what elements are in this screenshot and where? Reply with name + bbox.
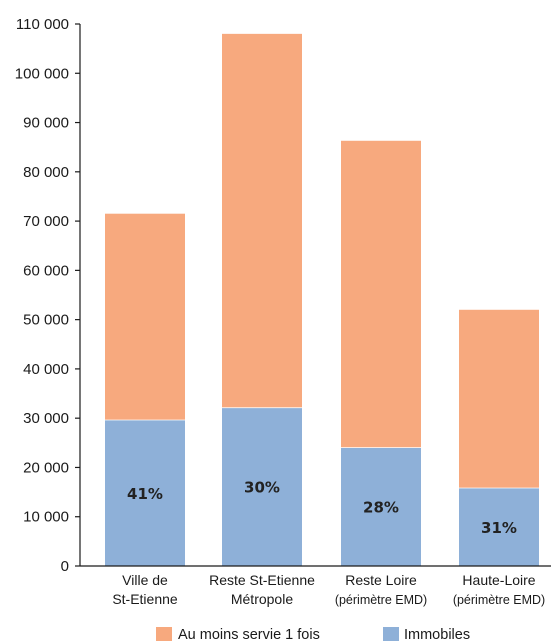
bar-servie-2	[341, 140, 421, 448]
bar-immobiles-2	[341, 447, 421, 566]
bar-servie-3	[459, 309, 539, 488]
bar-immobiles-0	[105, 419, 185, 566]
y-tick-label: 100 000	[15, 65, 69, 82]
bar-percent-label: 41%	[127, 485, 163, 503]
x-category-label: Haute-Loire	[462, 572, 535, 588]
y-tick-label: 50 000	[23, 312, 69, 329]
y-tick-label: 90 000	[23, 115, 69, 132]
x-category-label: (périmètre EMD)	[453, 593, 545, 607]
y-tick-label: 0	[61, 558, 69, 575]
bar-labels: 41% 30% 28% 31%	[127, 479, 517, 537]
y-tick-label: 110 000	[16, 16, 69, 33]
y-tick-label: 60 000	[23, 262, 69, 279]
y-tick-label: 20 000	[23, 459, 69, 476]
y-tick-label: 70 000	[23, 213, 69, 230]
bar-servie-1	[222, 33, 302, 408]
x-category-label: Métropole	[231, 591, 293, 607]
bars	[105, 33, 539, 566]
legend-servie-swatch	[156, 627, 172, 641]
y-tick-label: 30 000	[23, 410, 69, 427]
y-axis: 0 10 000 20 000 30 000 40 000 50 000 60 000 70 …	[15, 16, 81, 575]
legend-immobiles-swatch	[383, 627, 399, 641]
x-category-label: Reste St-Etienne	[209, 572, 315, 588]
bar-percent-label: 28%	[363, 499, 399, 517]
legend: Au moins servie 1 fois Immobiles	[156, 627, 470, 643]
bar-percent-label: 31%	[481, 519, 517, 537]
y-tick-label: 40 000	[23, 361, 69, 378]
x-axis: Ville de St-Etienne Reste St-Etienne Métrop…	[80, 565, 551, 607]
x-category-label: St-Etienne	[112, 591, 178, 607]
legend-servie-label: Au moins servie 1 fois	[178, 627, 320, 643]
x-category-label: Reste Loire	[345, 572, 417, 588]
bar-servie-0	[105, 213, 185, 420]
x-category-label: Ville de	[122, 572, 168, 588]
bar-immobiles-3	[459, 487, 539, 566]
x-category-label: (périmètre EMD)	[335, 593, 427, 607]
y-tick-label: 10 000	[23, 509, 69, 526]
y-tick-label: 80 000	[23, 164, 69, 181]
bar-immobiles-1	[222, 407, 302, 566]
bar-percent-label: 30%	[244, 479, 280, 497]
legend-immobiles-label: Immobiles	[404, 627, 470, 643]
